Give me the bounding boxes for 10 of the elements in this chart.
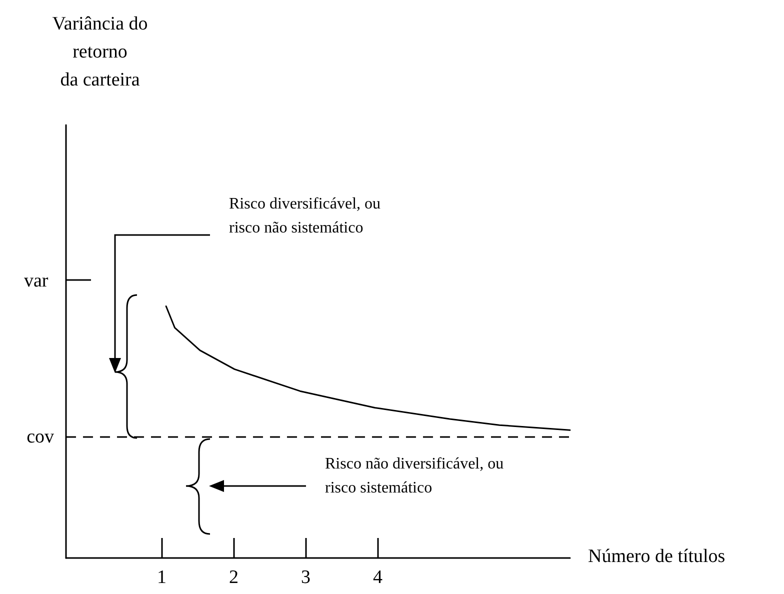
x-tick-label: 1 <box>157 567 167 588</box>
x-tick-label: 3 <box>301 567 311 588</box>
text: Risco diversificável, ou risco não sistemático <box>229 196 381 236</box>
ref-line-label: cov <box>26 426 54 448</box>
x-tick-label: 4 <box>373 567 384 588</box>
x-axis-title: Número de títulos <box>588 546 726 567</box>
text: Variância do retorno da carteira <box>52 14 148 90</box>
annotation: Risco não diversificável, ou risco sistemático <box>325 456 504 496</box>
x-tick-label: 2 <box>229 567 239 588</box>
text: var <box>24 270 49 292</box>
